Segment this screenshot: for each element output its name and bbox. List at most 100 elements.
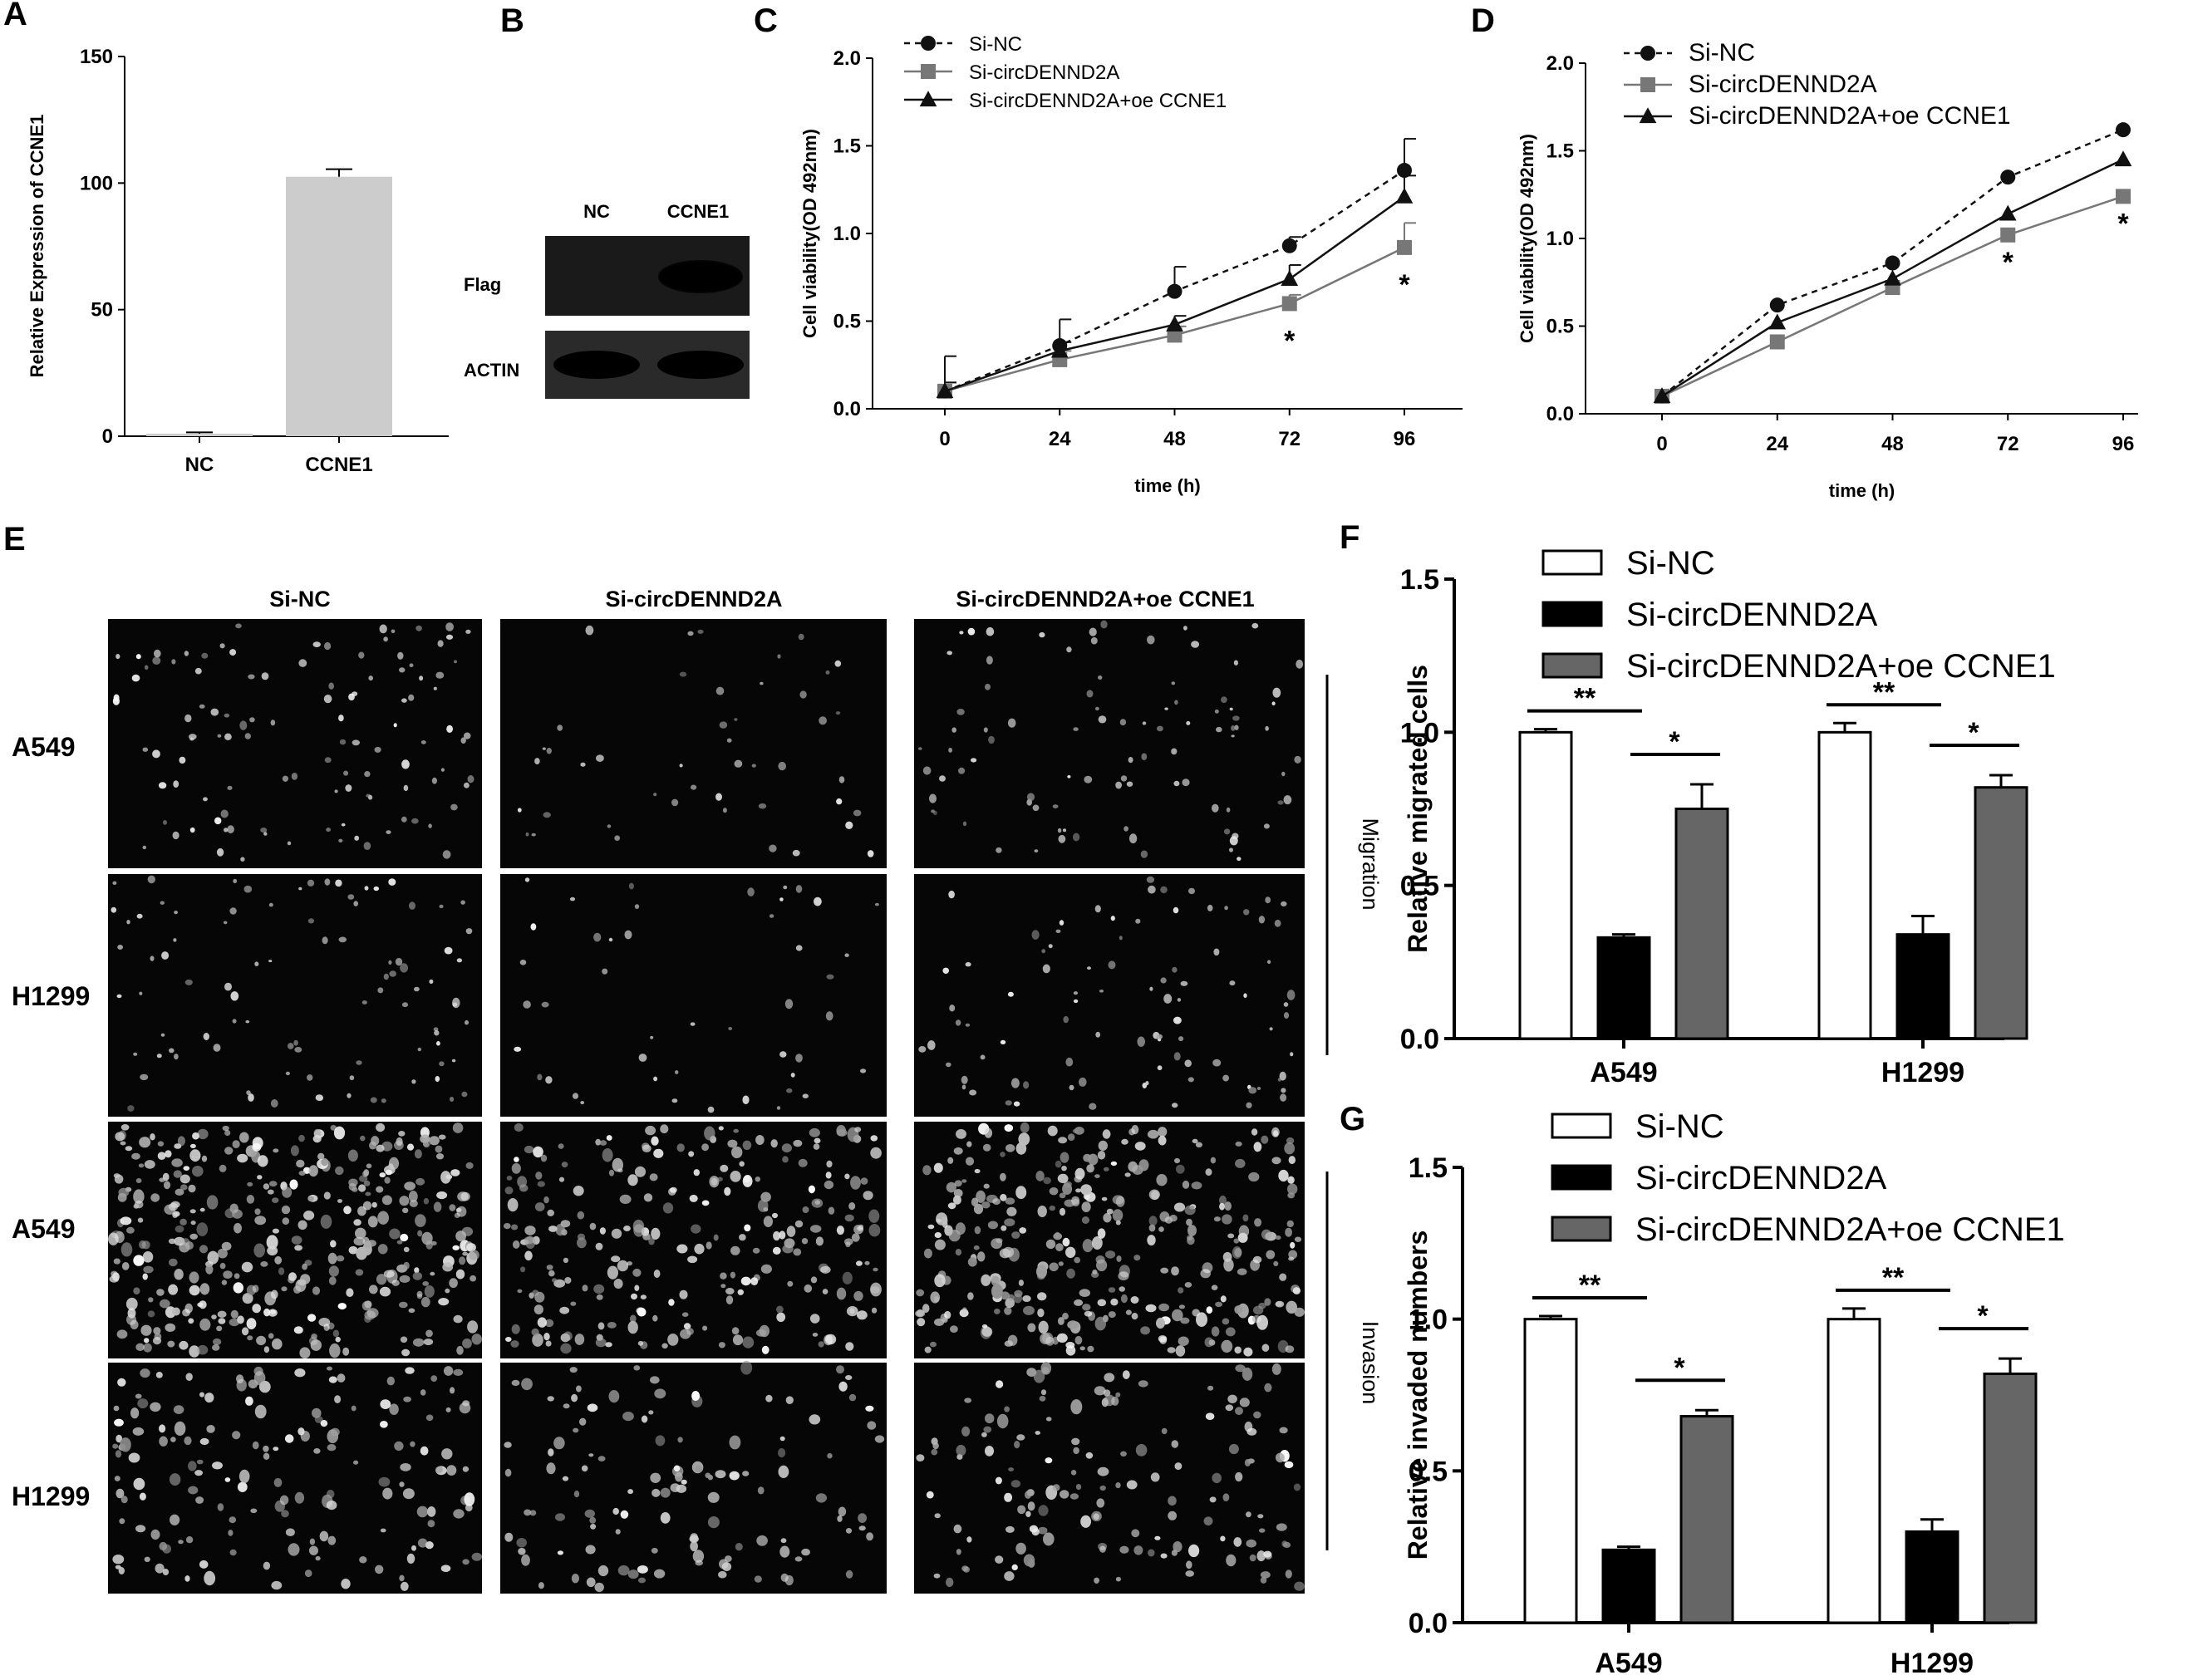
cell-nucleus (867, 1421, 877, 1430)
cell-nucleus (612, 1157, 623, 1172)
cell-nucleus (137, 1217, 144, 1223)
cell-nucleus (307, 879, 315, 887)
cell-nucleus (247, 1335, 253, 1341)
cell-nucleus (1105, 1250, 1116, 1259)
cell-nucleus (199, 1560, 209, 1569)
cell-nucleus (653, 1569, 666, 1579)
cell-nucleus (965, 962, 971, 967)
cell-nucleus (326, 1501, 337, 1511)
cell-nucleus (241, 1261, 253, 1273)
cell-nucleus (1052, 1484, 1060, 1491)
micrograph-panel (108, 874, 482, 1117)
cell-nucleus (1115, 1576, 1121, 1582)
cell-nucleus (1103, 1213, 1112, 1223)
cell-nucleus (1251, 622, 1259, 629)
x-tick-label: 24 (1766, 433, 1788, 455)
cell-nucleus (462, 1559, 470, 1565)
cell-nucleus (1161, 1427, 1168, 1435)
legend-label: Si-circDENND2A (1689, 71, 1877, 98)
cell-nucleus (795, 945, 803, 951)
cell-nucleus (281, 1286, 288, 1292)
cell-nucleus (994, 1308, 1001, 1314)
cell-nucleus (189, 1345, 200, 1358)
cell-nucleus (1049, 1187, 1059, 1196)
legend-label: Si-circDENND2A+oe CCNE1 (1635, 1211, 2065, 1248)
cell-nucleus (836, 1226, 845, 1235)
cell-nucleus (1235, 1407, 1243, 1416)
cell-nucleus (915, 1309, 926, 1318)
cell-nucleus (961, 1426, 971, 1437)
cell-nucleus (356, 1060, 362, 1065)
cell-nucleus (874, 902, 879, 906)
cell-nucleus (115, 1450, 122, 1458)
cell-nucleus (1045, 1417, 1052, 1422)
cell-nucleus (388, 960, 392, 965)
cell-nucleus (272, 1228, 279, 1234)
cell-nucleus (825, 1172, 832, 1179)
cell-nucleus (822, 1289, 828, 1294)
cell-nucleus (1269, 1027, 1273, 1031)
cell-nucleus (648, 1237, 655, 1245)
cell-nucleus (294, 1245, 302, 1251)
cell-nucleus (1279, 1427, 1288, 1434)
cell-nucleus (779, 1436, 785, 1442)
cell-nucleus (143, 1265, 154, 1274)
cell-nucleus (1231, 725, 1236, 731)
cell-nucleus (953, 1147, 963, 1155)
cell-nucleus (285, 1528, 295, 1536)
cell-nucleus (772, 1212, 778, 1219)
cell-nucleus (434, 1029, 440, 1036)
cell-nucleus (1055, 1160, 1062, 1168)
cell-nucleus (548, 1448, 554, 1456)
cell-nucleus (1233, 1238, 1240, 1244)
cell-nucleus (1100, 620, 1108, 629)
cell-nucleus (956, 1129, 966, 1139)
cell-nucleus (537, 1317, 547, 1328)
cell-nucleus (995, 1555, 1004, 1564)
cell-nucleus (1110, 916, 1115, 921)
cell-nucleus (1005, 1144, 1015, 1152)
cell-nucleus (1174, 1157, 1180, 1164)
cell-nucleus (1174, 700, 1178, 705)
cell-nucleus (445, 1288, 450, 1294)
legend-label: Si-circDENND2A+oe CCNE1 (969, 90, 1227, 112)
cell-nucleus (1160, 977, 1167, 984)
cell-nucleus (334, 1395, 342, 1403)
cell-nucleus (366, 1163, 372, 1169)
cell-nucleus (1278, 1169, 1289, 1182)
cell-nucleus (165, 1150, 172, 1158)
cell-nucleus (720, 1272, 727, 1280)
cell-nucleus (470, 1275, 477, 1282)
y-tick-label: 0.5 (1409, 1456, 1448, 1487)
cell-nucleus (607, 1322, 617, 1329)
cell-nucleus (574, 1334, 585, 1345)
cell-nucleus (759, 1324, 769, 1338)
cell-nucleus (1277, 800, 1284, 805)
cell-nucleus (934, 1513, 941, 1519)
cell-nucleus (207, 1250, 219, 1265)
cell-nucleus (1056, 1333, 1068, 1343)
cell-nucleus (1140, 850, 1148, 858)
cell-nucleus (1115, 781, 1122, 789)
cell-nucleus (1246, 1539, 1256, 1548)
cell-nucleus (692, 1550, 705, 1563)
cell-nucleus (691, 784, 697, 790)
legend-marker (1639, 107, 1657, 124)
cell-nucleus (370, 1097, 377, 1103)
significance-star: * (1284, 325, 1296, 356)
cell-nucleus (179, 1340, 189, 1350)
cell-nucleus (617, 1565, 630, 1576)
cell-nucleus (548, 1226, 558, 1232)
cell-nucleus (1222, 1318, 1230, 1325)
cell-nucleus (1069, 1493, 1079, 1500)
cell-nucleus (1229, 707, 1233, 711)
cell-nucleus (517, 808, 522, 813)
cell-nucleus (1207, 904, 1213, 911)
cell-nucleus (683, 1323, 691, 1330)
cell-nucleus (150, 1529, 160, 1540)
cell-nucleus (219, 1262, 226, 1270)
x-tick-label: H1299 (1891, 1648, 1974, 1679)
cell-nucleus (127, 1308, 136, 1319)
cell-nucleus (634, 1285, 640, 1291)
cell-nucleus (1177, 998, 1182, 1002)
